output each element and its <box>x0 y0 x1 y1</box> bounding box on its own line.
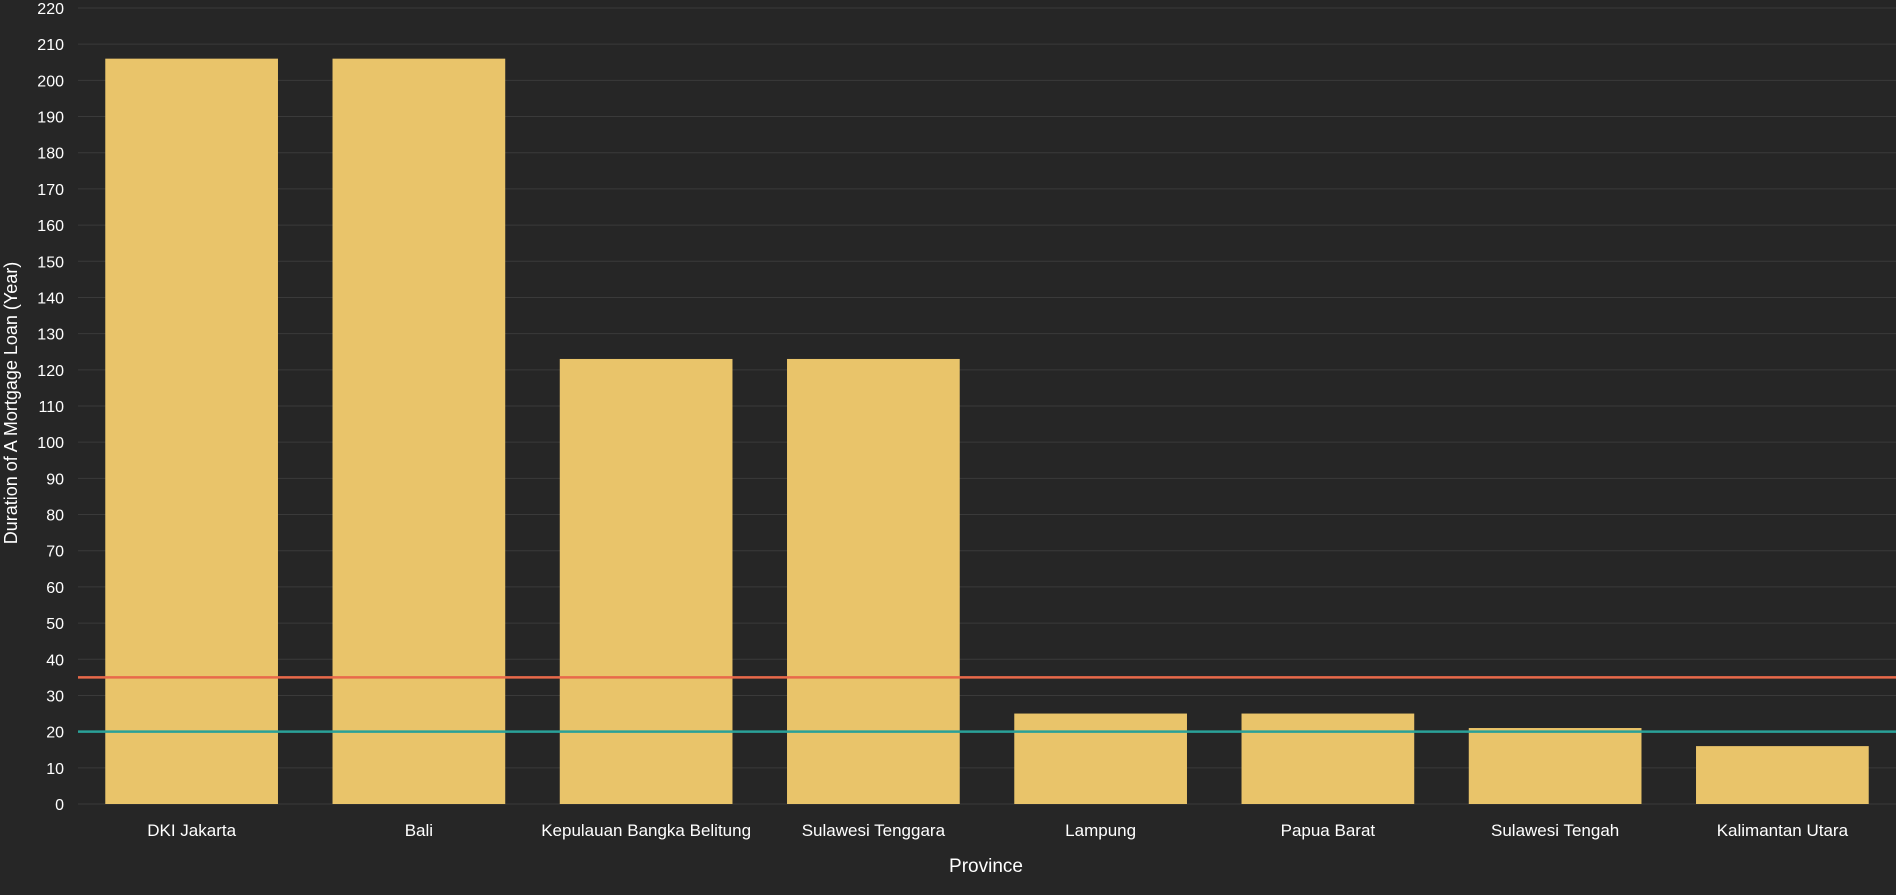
y-tick-label: 20 <box>46 725 64 742</box>
x-tick-label: Kepulauan Bangka Belitung <box>541 821 751 840</box>
x-tick-label: Sulawesi Tenggara <box>802 821 946 840</box>
y-tick-label: 80 <box>46 508 64 525</box>
x-tick-label: Papua Barat <box>1281 821 1376 840</box>
y-tick-label: 40 <box>46 652 64 669</box>
bar <box>332 58 506 805</box>
x-tick-label: DKI Jakarta <box>147 821 236 840</box>
bars <box>105 58 1869 805</box>
x-axis-ticks: DKI Jakarta Bali Kepulauan Bangka Belitung… <box>147 821 1848 840</box>
y-axis-ticks: 0 10 20 30 40 50 60 70 80 90 100 110 120 130 140 150 160… <box>37 1 64 814</box>
y-tick-label: 170 <box>37 182 64 199</box>
x-tick-label: Bali <box>405 821 433 840</box>
y-tick-label: 100 <box>37 435 64 452</box>
y-tick-label: 210 <box>37 37 64 54</box>
bar <box>1014 713 1187 804</box>
y-tick-label: 10 <box>46 761 64 778</box>
y-tick-label: 30 <box>46 688 64 705</box>
y-tick-label: 120 <box>37 363 64 380</box>
x-axis-label: Province <box>949 856 1023 877</box>
y-tick-label: 140 <box>37 290 64 307</box>
y-tick-label: 50 <box>46 616 64 633</box>
y-tick-label: 180 <box>37 146 64 163</box>
y-tick-label: 90 <box>46 471 64 488</box>
bar <box>559 358 733 804</box>
y-axis-label: Duration of A Mortgage Loan (Year) <box>1 262 21 545</box>
bar <box>1696 746 1869 804</box>
x-tick-label: Sulawesi Tengah <box>1491 821 1619 840</box>
y-tick-label: 60 <box>46 580 64 597</box>
y-tick-label: 110 <box>38 399 64 416</box>
y-tick-label: 70 <box>46 544 64 561</box>
x-tick-label: Kalimantan Utara <box>1717 821 1849 840</box>
y-tick-label: 220 <box>37 1 64 18</box>
x-tick-label: Lampung <box>1065 821 1136 840</box>
reference-lines <box>78 676 1896 733</box>
bar <box>105 58 278 805</box>
y-tick-label: 130 <box>37 327 64 344</box>
bar <box>1468 728 1642 804</box>
y-tick-label: 150 <box>37 254 64 271</box>
bar <box>1241 713 1415 804</box>
y-tick-label: 200 <box>37 73 64 90</box>
y-tick-label: 0 <box>55 797 64 814</box>
y-tick-label: 160 <box>37 218 64 235</box>
y-tick-label: 190 <box>37 110 64 127</box>
bar <box>787 358 960 804</box>
